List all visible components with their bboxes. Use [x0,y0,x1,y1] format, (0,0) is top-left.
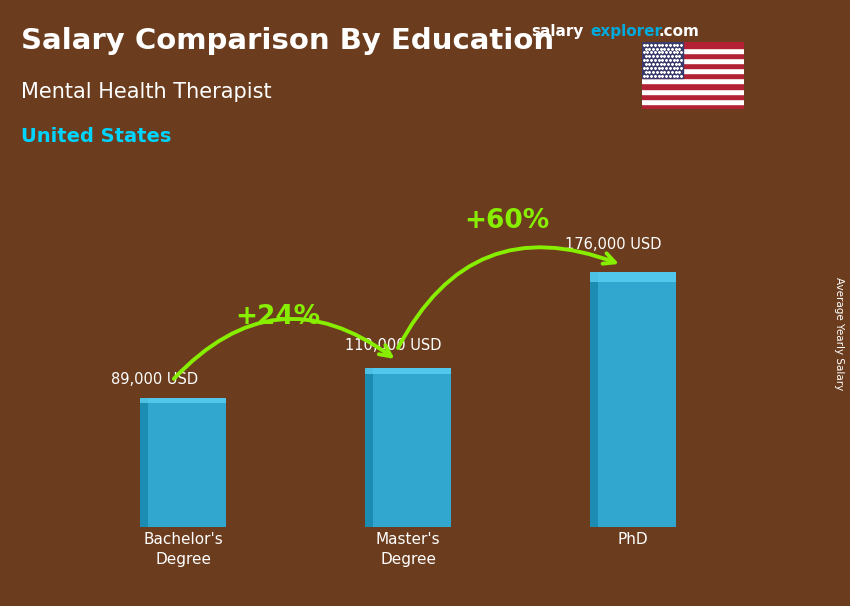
FancyBboxPatch shape [366,368,373,527]
Text: Salary Comparison By Education: Salary Comparison By Education [21,27,554,55]
Text: 89,000 USD: 89,000 USD [111,371,198,387]
FancyBboxPatch shape [590,272,676,527]
Bar [642,84,744,88]
Bar [642,104,744,109]
Text: .com: .com [659,24,700,39]
Text: Mental Health Therapist: Mental Health Therapist [21,82,272,102]
Text: Average Yearly Salary: Average Yearly Salary [834,277,844,390]
Bar [642,42,744,47]
Text: +60%: +60% [464,208,550,235]
FancyBboxPatch shape [140,398,226,527]
Text: 110,000 USD: 110,000 USD [345,338,441,353]
Text: explorer: explorer [591,24,663,39]
FancyBboxPatch shape [590,272,598,527]
FancyBboxPatch shape [366,368,450,374]
Bar [642,99,744,104]
Bar [642,58,744,63]
Text: +24%: +24% [235,304,320,330]
Bar [642,73,744,78]
Text: salary: salary [531,24,584,39]
Bar [642,94,744,99]
Bar [642,42,683,78]
Bar [642,68,744,73]
Bar [642,88,744,94]
Bar [642,47,744,53]
Text: United States: United States [21,127,172,146]
Text: 176,000 USD: 176,000 USD [565,237,662,252]
Bar [642,78,744,84]
Bar [642,63,744,68]
FancyBboxPatch shape [366,368,450,527]
FancyBboxPatch shape [140,398,148,527]
Bar [642,53,744,58]
FancyBboxPatch shape [590,272,676,282]
FancyBboxPatch shape [140,398,226,404]
